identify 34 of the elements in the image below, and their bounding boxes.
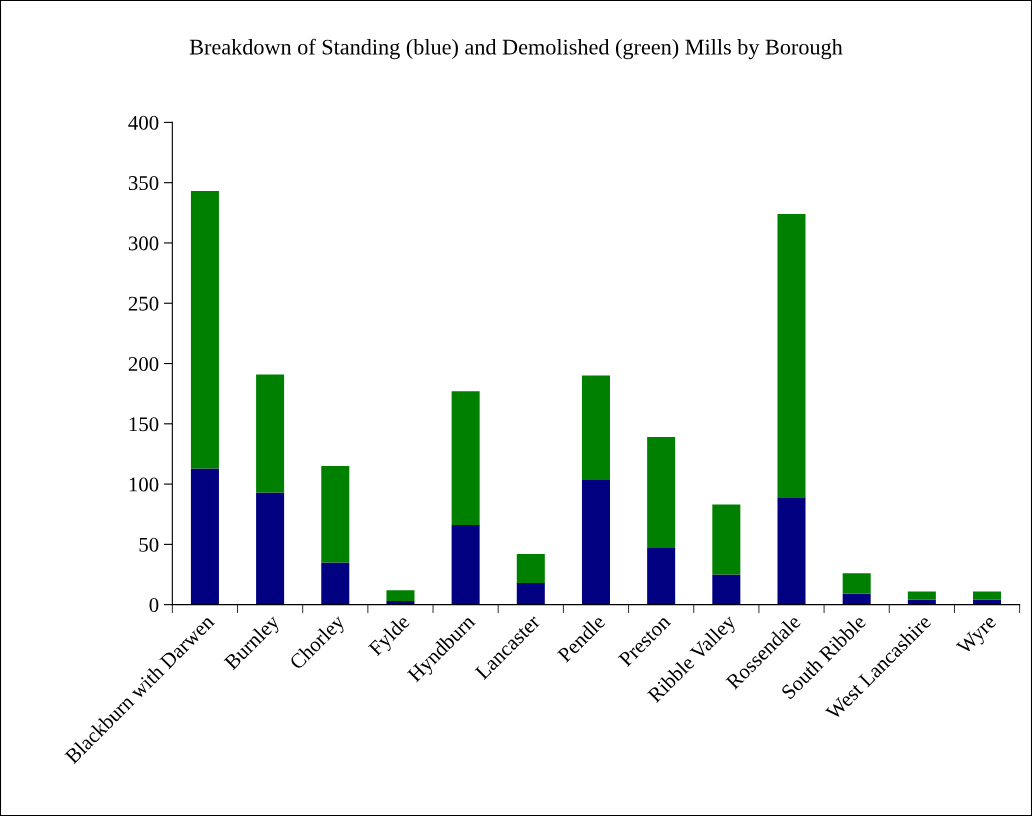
y-tick-label: 0 (149, 598, 159, 613)
bar (321, 466, 350, 563)
bar (451, 525, 480, 605)
bar (842, 593, 871, 605)
bar (516, 582, 545, 605)
bar (256, 492, 285, 605)
bar (256, 374, 285, 493)
y-tick-label: 250 (128, 296, 159, 311)
y-tick-label: 100 (129, 477, 159, 492)
bar (647, 547, 676, 605)
bar (973, 591, 1002, 600)
x-tick-label: Wyre (955, 614, 1000, 659)
bar (712, 574, 741, 605)
chart-title: Breakdown of Standing (blue) and Demolished (green) Mills by Borough (189, 38, 843, 60)
bar (581, 375, 610, 480)
bar (777, 214, 806, 498)
bar (777, 497, 806, 605)
y-tick-label: 300 (128, 236, 159, 251)
bar (712, 504, 741, 575)
bar (190, 468, 219, 605)
y-tick-label: 350 (128, 176, 159, 191)
bar (907, 591, 936, 600)
bar (581, 479, 610, 605)
bar (190, 191, 219, 469)
y-tick-label: 400 (128, 115, 159, 130)
bar (647, 437, 676, 548)
bar (321, 562, 350, 605)
y-tick-label: 150 (129, 417, 159, 432)
bar (842, 573, 871, 594)
y-tick-label: 200 (128, 356, 159, 371)
bar (516, 554, 545, 583)
bar (386, 590, 415, 602)
bar (451, 391, 480, 526)
y-tick-label: 50 (139, 537, 159, 552)
